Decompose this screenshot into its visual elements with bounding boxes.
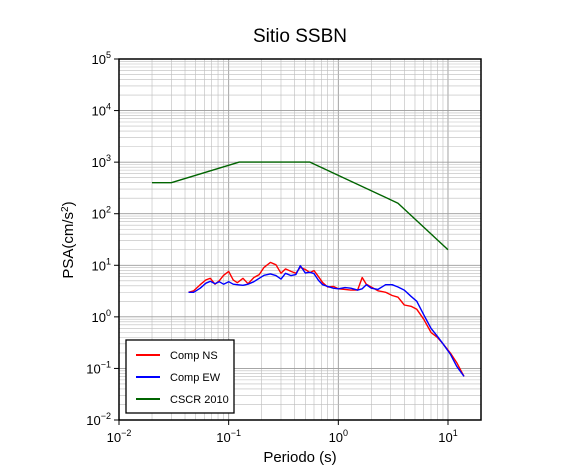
x-tick-label: 10−1 [216,428,241,445]
x-tick-label: 10−2 [107,428,132,445]
chart-title: Sitio SSBN [253,26,347,47]
y-tick-label: 103 [92,153,111,170]
x-axis-ticks: 10−2 10−1 100 101 [107,420,458,445]
x-axis-label: Periodo (s) [263,449,336,466]
x-tick-label: 100 [329,428,348,445]
y-axis-label: PSA(cm/s2) [60,201,78,278]
x-tick-label: 101 [438,428,457,445]
y-axis-label-base: PSA(cm/s [60,212,77,279]
y-tick-label: 105 [92,50,111,67]
y-tick-label: 101 [92,256,111,273]
series-layer [152,161,465,377]
series-line-cscr-2010 [152,161,449,251]
y-tick-label: 104 [92,102,111,119]
y-axis-label-tail: ) [60,201,77,206]
legend-label-comp-ew: Comp EW [170,372,221,384]
legend: Comp NS Comp EW CSCR 2010 [125,339,235,414]
y-axis-ticks: 10−2 10−1 100 101 102 103 104 105 [86,50,119,428]
series-line-comp-ns [188,261,465,377]
y-tick-label: 10−2 [86,411,111,428]
y-tick-label: 100 [92,308,111,325]
y-tick-label: 102 [92,205,111,222]
y-axis-label-sup: 2 [60,206,71,212]
plot-frame [118,58,482,421]
series-line-comp-ew [188,265,465,377]
y-tick-label: 10−1 [86,359,111,376]
legend-label-comp-ns: Comp NS [170,350,218,362]
legend-label-cscr-2010: CSCR 2010 [170,394,229,406]
